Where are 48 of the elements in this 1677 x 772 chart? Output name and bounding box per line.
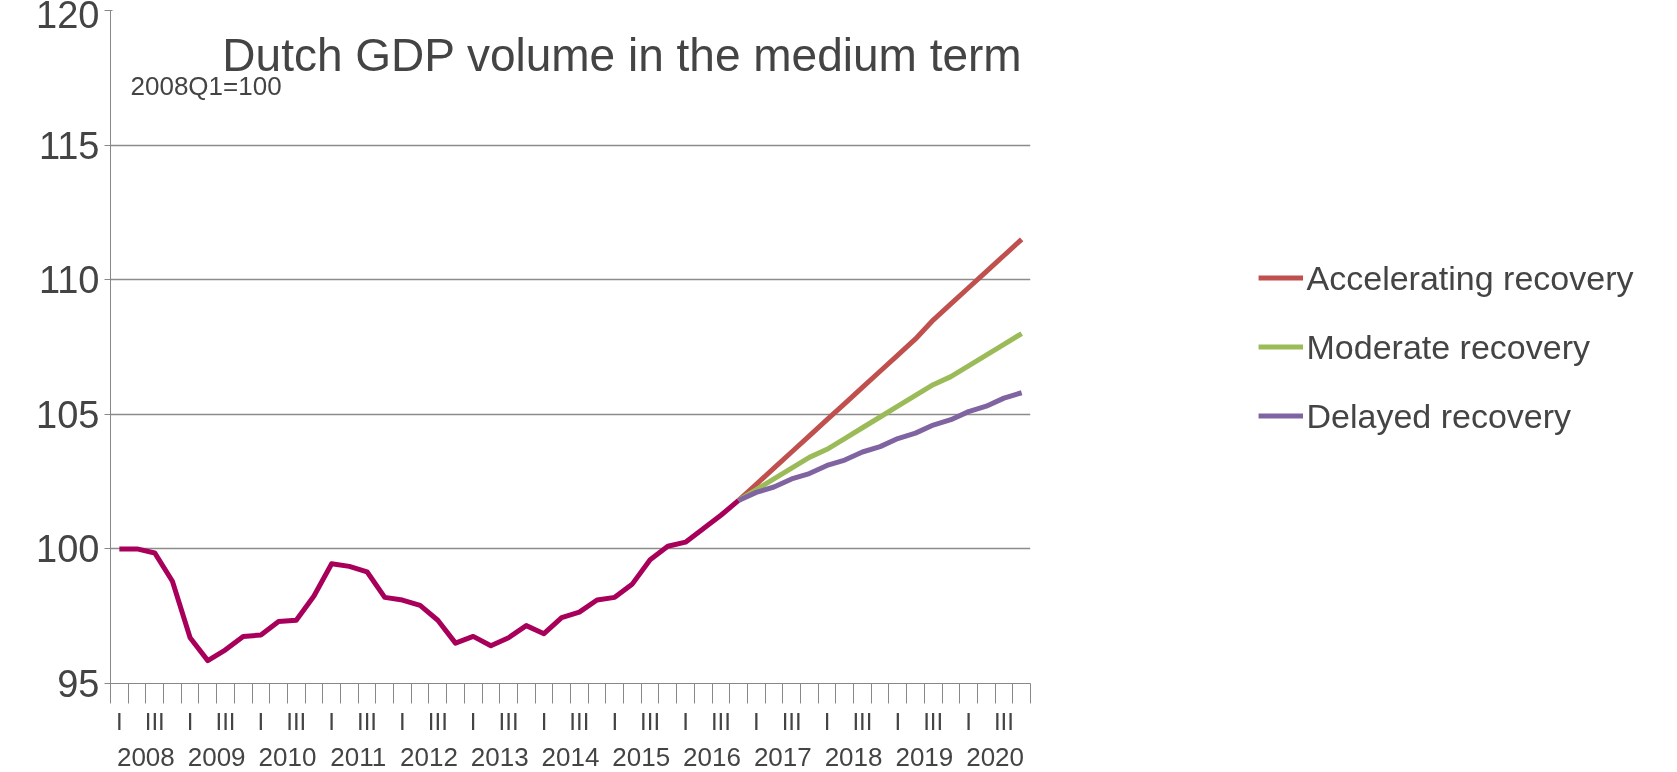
y-tick-label: 105 [36,393,100,436]
x-tick-label: III [215,707,236,735]
y-tick-label: 110 [38,259,100,302]
x-tick-label: III [569,707,590,735]
text: 2014 [541,741,600,772]
text: 2020 [966,741,1025,772]
text: 2017 [753,741,812,772]
y-tick-label: 115 [38,124,100,167]
x-tick-label: I [328,707,335,735]
x-tick-label: III [993,707,1014,735]
text: 2018 [824,741,883,772]
text: 2008 [116,741,175,772]
x-tick-label: I [965,707,972,735]
x-tick-label: I [186,707,194,735]
legend-label: Moderate recovery [1306,327,1591,366]
x-tick-label: I [257,707,265,735]
text: 2019 [895,741,954,772]
x-tick-label: III [427,707,448,735]
x-tick-label: I [752,707,760,735]
x-tick-label: I [823,707,831,735]
x-tick-label: I [682,707,689,735]
x-tick-label: III [852,707,873,735]
x-tick-label: III [710,707,731,735]
text: 2016 [683,741,741,772]
x-tick-label: III [781,707,802,735]
y-tick-label: 95 [57,663,100,705]
x-tick-label: I [116,707,123,735]
y-tick-label: 100 [36,528,100,571]
x-tick-label: I [399,707,406,735]
text: 2013 [470,741,529,772]
x-tick-label: III [357,707,378,735]
x-tick-label: I [894,707,902,735]
text: 2009 [187,741,246,772]
x-tick-label: I [469,707,477,735]
x-tick-label: III [286,707,307,735]
x-tick-label: III [640,707,661,735]
text: 2012 [400,741,458,772]
x-tick-label: III [923,707,944,735]
y-tick-label: 120 [36,0,100,36]
x-tick-label: I [540,707,548,735]
text: 2010 [258,741,317,772]
text: 2015 [612,741,671,772]
text: 2011 [330,741,387,772]
legend-label: Accelerating recovery [1306,258,1634,297]
x-tick-label: I [611,707,619,735]
x-tick-label: III [498,707,519,735]
legend-label: Delayed recovery [1306,396,1572,435]
x-tick-label: III [144,707,165,735]
